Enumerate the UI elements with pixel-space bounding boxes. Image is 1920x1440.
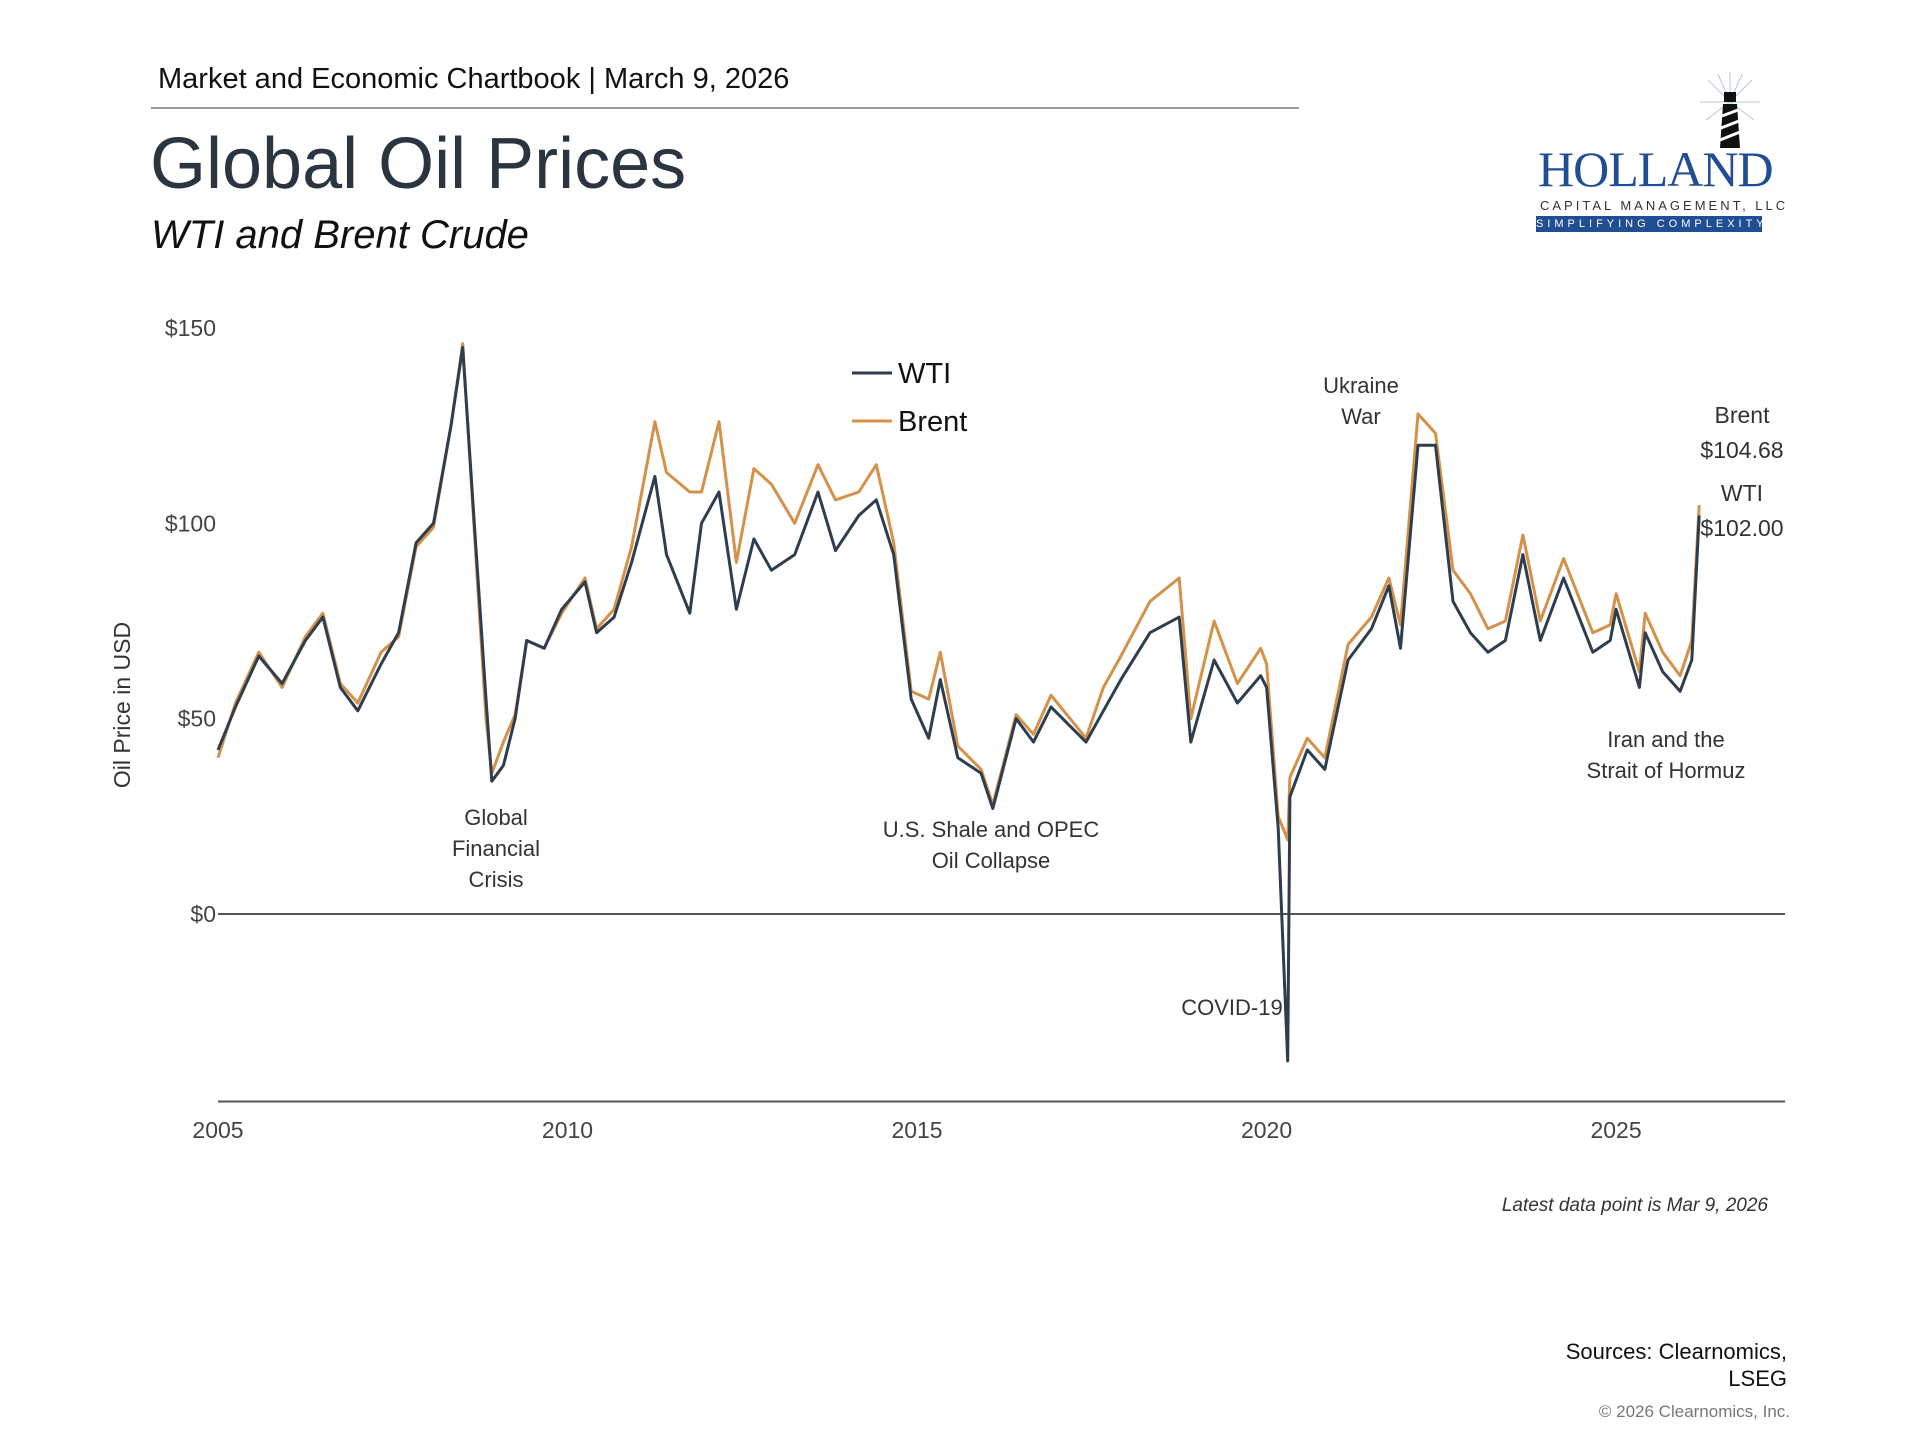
logo-company-line: CAPITAL MANAGEMENT, LLC	[1540, 198, 1789, 213]
chartbook-header: Market and Economic Chartbook | March 9,…	[158, 63, 790, 95]
latest-data-note: Latest data point is Mar 9, 2026	[1501, 1195, 1768, 1216]
copyright: © 2026 Clearnomics, Inc.	[1598, 1402, 1790, 1421]
y-tick-label: $100	[165, 510, 216, 536]
end-label-name: WTI	[1721, 480, 1763, 506]
page-subtitle: WTI and Brent Crude	[151, 213, 529, 257]
lighthouse-icon	[1700, 72, 1760, 148]
annotation-label: Ukraine	[1323, 373, 1399, 398]
y-tick-label: $0	[190, 901, 216, 927]
annotation-label: Financial	[452, 836, 540, 861]
header-divider	[151, 107, 1299, 109]
logo-tagline: SIMPLIFYING COMPLEXITY	[1536, 216, 1768, 232]
annotation-label: War	[1341, 404, 1381, 429]
annotation-label: COVID-19	[1181, 995, 1282, 1020]
x-tick-label: 2015	[891, 1117, 942, 1143]
series-line-wti	[216, 346, 1701, 1063]
page-title: Global Oil Prices	[150, 124, 687, 204]
annotation-label: Iran and the	[1607, 727, 1724, 752]
holland-logo: HOLLAND CAPITAL MANAGEMENT, LLC SIMPLIFY…	[1530, 72, 1785, 242]
annotation-label: Crisis	[469, 867, 524, 892]
end-label-name: Brent	[1715, 402, 1771, 428]
legend-label-wti: WTI	[898, 358, 951, 390]
end-label-value: $104.68	[1700, 437, 1783, 463]
y-tick-label: $150	[165, 315, 216, 341]
sources-line-2: LSEG	[1728, 1366, 1787, 1391]
legend-label-brent: Brent	[898, 406, 967, 438]
y-tick-label: $50	[178, 706, 216, 732]
x-tick-label: 2020	[1241, 1117, 1292, 1143]
sources-line-1: Sources: Clearnomics,	[1565, 1339, 1787, 1364]
annotation-label: Oil Collapse	[932, 848, 1051, 873]
annotation-label: Strait of Hormuz	[1587, 758, 1746, 783]
y-axis-label: Oil Price in USD	[109, 622, 135, 788]
annotation-label: Global	[464, 805, 528, 830]
x-tick-label: 2010	[542, 1117, 593, 1143]
end-label-value: $102.00	[1700, 515, 1783, 541]
annotation-label: U.S. Shale and OPEC	[883, 817, 1100, 842]
x-tick-label: 2005	[192, 1117, 243, 1143]
x-tick-label: 2025	[1590, 1117, 1641, 1143]
logo-wordmark: HOLLAND	[1538, 141, 1774, 197]
sources: Sources: Clearnomics, LSEG	[1566, 1338, 1787, 1392]
